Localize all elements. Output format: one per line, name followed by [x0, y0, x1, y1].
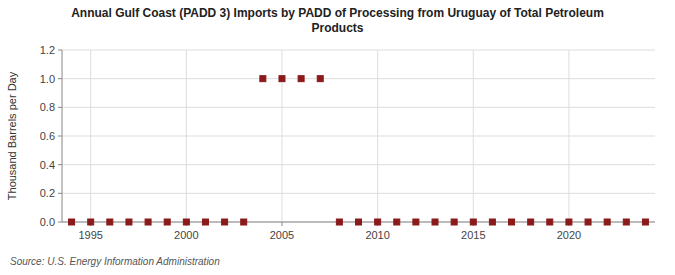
point — [107, 219, 113, 225]
point — [126, 219, 132, 225]
y-grid-line — [62, 50, 655, 51]
title-line: Annual Gulf Coast (PADD 3) Imports by PA… — [71, 6, 604, 20]
x-tick-label: 1995 — [78, 229, 102, 241]
axes: 0.0 0.2 0.4 0.6 0.8 1.0 1.2 1995 2000 2005 2010 201… — [40, 44, 655, 241]
y-axis-label: Thousand Barrels per Day — [6, 71, 18, 200]
y-tick-label: 1.0 — [40, 73, 55, 85]
y-tick — [58, 164, 62, 165]
point — [623, 219, 629, 225]
point — [528, 219, 534, 225]
point — [585, 219, 591, 225]
x-grid-line — [568, 50, 569, 222]
y-tick — [58, 78, 62, 79]
y-tick-label: 0.6 — [40, 130, 55, 142]
y-tick-label: 1.2 — [40, 44, 55, 56]
point — [298, 76, 304, 82]
point — [260, 76, 266, 82]
point — [375, 219, 381, 225]
point — [604, 219, 610, 225]
point — [413, 219, 419, 225]
point — [164, 219, 170, 225]
points — [69, 76, 649, 225]
x-grid-line — [473, 50, 474, 222]
point — [509, 219, 515, 225]
y-tick — [58, 136, 62, 137]
point — [222, 219, 228, 225]
y-tick-label: 0.0 — [40, 216, 55, 228]
y-tick-label: 0.2 — [40, 187, 55, 199]
y-grid-line — [62, 193, 655, 194]
point — [183, 219, 189, 225]
point — [451, 219, 457, 225]
point — [336, 219, 342, 225]
point — [642, 219, 648, 225]
y-grid-line — [62, 136, 655, 137]
grid — [62, 50, 655, 222]
x-tick-label: 2010 — [365, 229, 389, 241]
x-tick-label: 2020 — [557, 229, 581, 241]
title: Annual Gulf Coast (PADD 3) Imports by PA… — [71, 6, 604, 35]
x-grid-line — [90, 50, 91, 222]
point — [470, 219, 476, 225]
title-line: Products — [311, 21, 363, 35]
y-grid-line — [62, 78, 655, 79]
point — [88, 219, 94, 225]
point — [566, 219, 572, 225]
y-tick-label: 0.8 — [40, 101, 55, 113]
y-tick — [58, 107, 62, 108]
y-tick — [58, 50, 62, 51]
x-tick-label: 2005 — [270, 229, 294, 241]
point — [202, 219, 208, 225]
y-tick — [58, 222, 62, 223]
x-grid-line — [186, 50, 187, 222]
point — [432, 219, 438, 225]
point — [394, 219, 400, 225]
y-tick — [58, 193, 62, 194]
x-tick-label: 2000 — [174, 229, 198, 241]
point — [279, 76, 285, 82]
point — [356, 219, 362, 225]
source-note: Source: U.S. Energy Information Administ… — [10, 256, 220, 267]
point — [489, 219, 495, 225]
point — [69, 219, 75, 225]
chart: Annual Gulf Coast (PADD 3) Imports by PA… — [0, 0, 675, 275]
x-grid-line — [377, 50, 378, 222]
y-grid-line — [62, 107, 655, 108]
y-tick-label: 0.4 — [40, 159, 55, 171]
x-tick — [281, 222, 282, 226]
point — [241, 219, 247, 225]
point — [145, 219, 151, 225]
x-tick-label: 2015 — [461, 229, 485, 241]
y-grid-line — [62, 164, 655, 165]
point — [317, 76, 323, 82]
point — [547, 219, 553, 225]
